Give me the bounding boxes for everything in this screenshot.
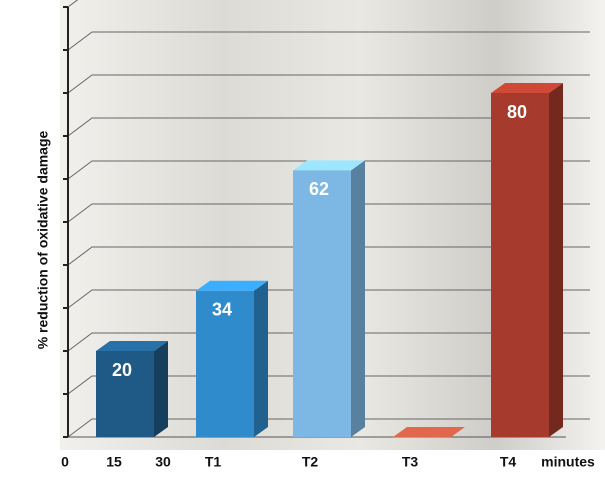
bar xyxy=(96,351,154,437)
grid-line xyxy=(67,332,590,352)
value-label: 20 xyxy=(112,360,132,380)
bar-top xyxy=(96,341,168,351)
bar-top xyxy=(491,83,563,93)
bar-top xyxy=(393,427,465,437)
x-tick-label: T1 xyxy=(205,454,222,470)
value-label: 34 xyxy=(212,300,232,320)
bar-side xyxy=(154,341,168,437)
bar-side xyxy=(351,160,365,437)
grid-line xyxy=(67,117,590,137)
grid-line xyxy=(67,418,590,438)
bar xyxy=(196,290,254,437)
grid-line xyxy=(67,0,79,8)
grid-line xyxy=(67,203,590,223)
value-label: 62 xyxy=(309,179,329,199)
bar-top xyxy=(196,280,268,291)
grid-line xyxy=(67,375,590,395)
grid-line xyxy=(67,74,590,94)
grid-line xyxy=(67,31,590,51)
bar-side xyxy=(254,280,268,437)
grid-line xyxy=(67,246,590,266)
x-tick-label: T2 xyxy=(302,454,319,470)
bar xyxy=(293,170,351,437)
bar-top xyxy=(293,160,365,171)
x-tick-label: T3 xyxy=(402,454,419,470)
grid-line xyxy=(67,160,590,180)
x-tick-label: T4 xyxy=(500,454,517,470)
bar xyxy=(393,437,451,438)
x-axis-label: minutes xyxy=(541,454,595,470)
bar-side xyxy=(549,83,563,437)
bar xyxy=(491,93,549,437)
grid-line xyxy=(67,289,590,309)
y-axis-label: % reduction of oxidative damage xyxy=(35,130,51,349)
x-tick-label: 15 xyxy=(106,454,122,470)
x-tick-label: 30 xyxy=(155,454,171,470)
x-tick-label: 0 xyxy=(61,454,69,470)
value-label: 80 xyxy=(507,102,527,122)
